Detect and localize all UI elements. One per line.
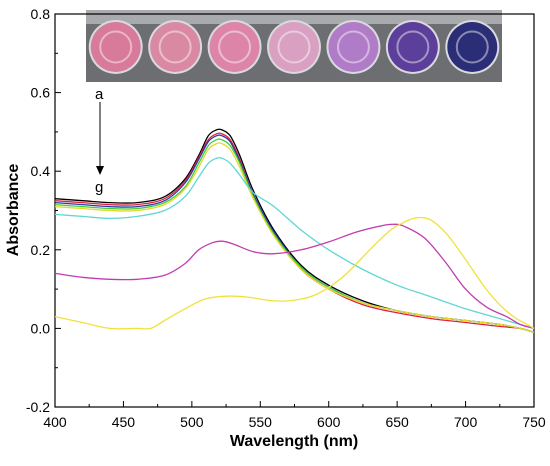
well-highlight <box>396 30 430 64</box>
trend-arrow <box>96 102 104 175</box>
x-tick-label: 400 <box>43 414 67 430</box>
well-5 <box>328 22 379 72</box>
y-tick-label: -0.2 <box>26 399 50 415</box>
x-tick-label: 700 <box>454 414 478 430</box>
well-highlight <box>277 30 311 64</box>
series-line-7 <box>54 216 535 330</box>
x-tick-label: 600 <box>317 414 341 430</box>
x-axis-title: Wavelength (nm) <box>230 433 358 450</box>
y-tick-label: 0.4 <box>31 163 51 179</box>
well-6 <box>387 22 438 72</box>
well-2 <box>150 22 201 72</box>
series-line-3 <box>54 138 535 333</box>
y-tick-label: 0.6 <box>31 85 51 101</box>
well-plate-inset <box>86 10 502 82</box>
x-tick-label: 650 <box>385 414 409 430</box>
well-highlight <box>99 30 133 64</box>
annotation-g: g <box>95 179 103 196</box>
arrow-head <box>96 166 104 175</box>
annotation-a: a <box>95 86 104 103</box>
y-tick-label: 0.8 <box>31 6 51 22</box>
y-tick-label: 0.0 <box>31 320 51 336</box>
x-tick-label: 550 <box>249 414 273 430</box>
series-line-4 <box>54 142 535 333</box>
well-3 <box>209 22 260 72</box>
well-highlight <box>158 30 192 64</box>
series-line-2 <box>54 134 535 333</box>
well-highlight <box>455 30 489 64</box>
x-tick-label: 450 <box>112 414 136 430</box>
x-tick-label: 750 <box>522 414 546 430</box>
well-4 <box>269 22 319 72</box>
series-line-6 <box>54 223 535 330</box>
well-highlight <box>218 30 252 64</box>
series-line-1 <box>54 132 535 333</box>
well-1 <box>90 22 141 72</box>
series-line-5 <box>54 156 535 330</box>
series-line-0 <box>54 128 535 333</box>
well-highlight <box>336 30 370 64</box>
x-tick-label: 500 <box>180 414 204 430</box>
y-tick-label: 0.2 <box>31 242 51 258</box>
well-7 <box>447 22 498 72</box>
y-axis-title: Absorbance <box>5 164 22 257</box>
